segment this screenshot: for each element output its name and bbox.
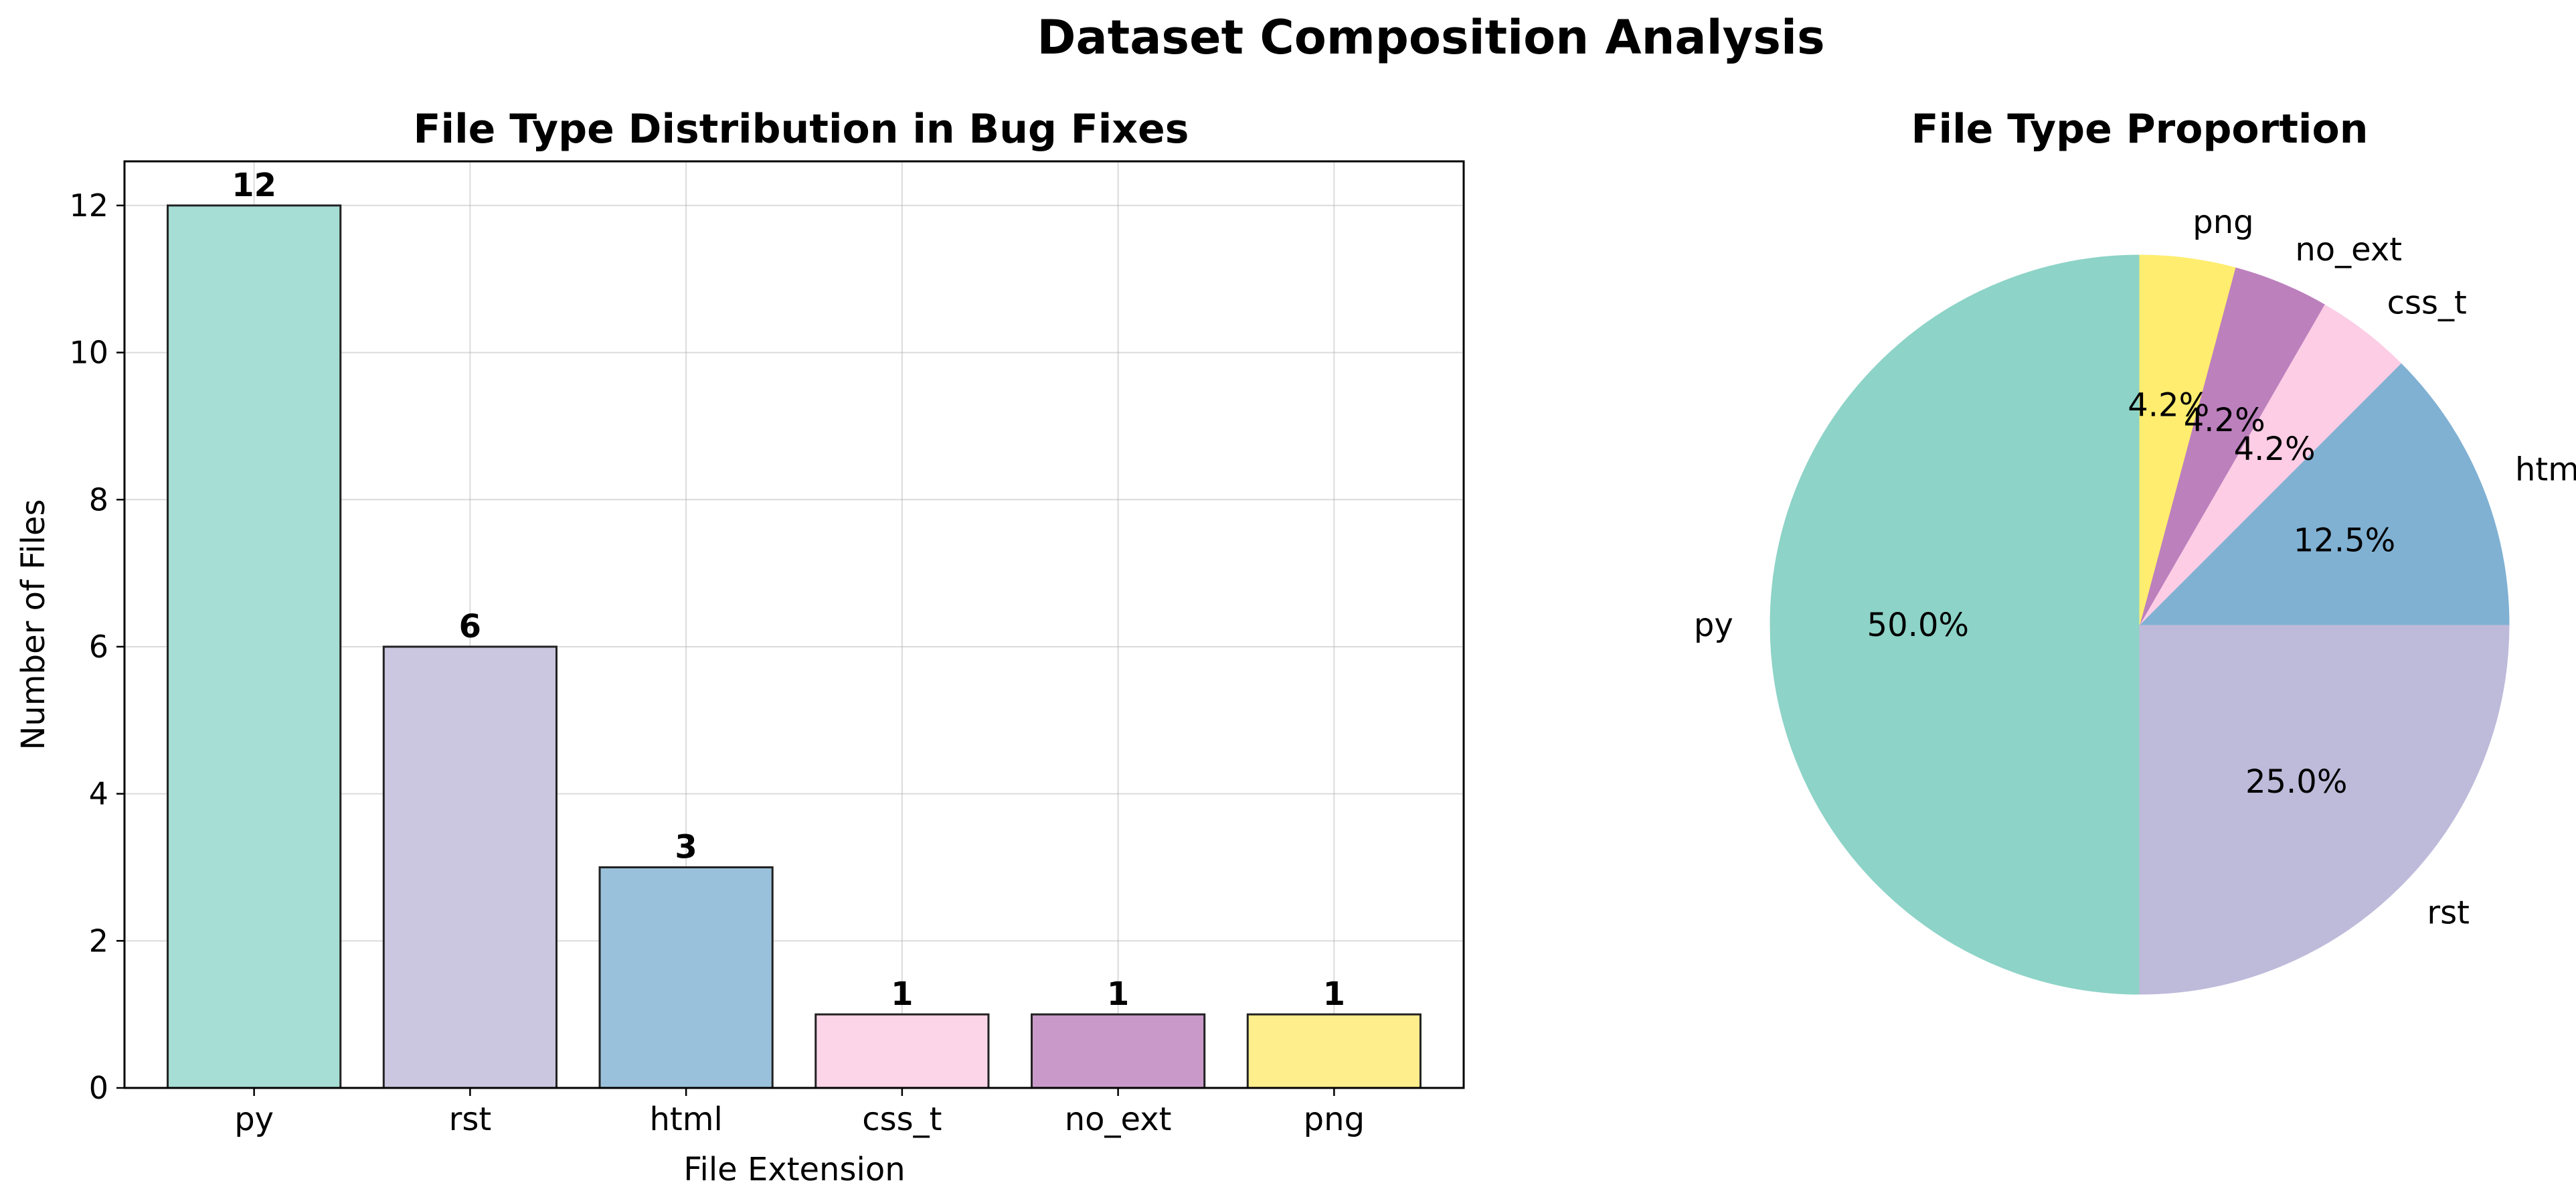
pie-chart-panel: File Type Proportion 50.0% 25.0% 12.5% 4.2%… (1694, 106, 2576, 995)
x-tick-label-rst: rst (449, 1101, 492, 1138)
bar-html (598, 866, 774, 1089)
pie-percent-label-no_ext: 4.2% (2184, 402, 2265, 439)
pie-slice-rst (2139, 624, 2510, 995)
y-tick-label: 12 (69, 187, 108, 224)
pie-chart-category-labels: py rst html css_t no_ext png (1694, 204, 2576, 931)
y-tick-label: 4 (89, 776, 108, 812)
pie-category-label-rst: rst (2427, 894, 2470, 931)
pie-percent-label-rst: 25.0% (2245, 763, 2347, 801)
y-tick-label: 10 (69, 335, 108, 371)
bar-css_t (814, 1013, 990, 1089)
bar-no_ext (1031, 1013, 1206, 1089)
bar-value-label-py: 12 (232, 167, 276, 204)
bar-py (167, 204, 342, 1089)
pie-category-label-css_t: css_t (2387, 284, 2467, 321)
x-tick-label-html: html (649, 1101, 722, 1138)
bar-chart-panel: File Type Distribution in Bug Fixes 1263… (15, 106, 1465, 1185)
pie-percent-label-py: 50.0% (1867, 607, 1969, 644)
bar-value-label-css_t: 1 (891, 975, 913, 1013)
y-tick-label: 8 (89, 481, 108, 518)
pie-percent-label-html: 12.5% (2294, 522, 2395, 559)
bar-chart-data-labels: 12 6 3 1 1 1 (232, 167, 1345, 1013)
pie-slice-html (2138, 362, 2510, 625)
bar-chart-y-axis-label: Number of Files (15, 499, 52, 750)
bar-chart-x-axis-ticks: py rst html css_t no_ext png (234, 1088, 1365, 1138)
y-tick-label: 2 (89, 923, 108, 959)
y-tick-label: 0 (89, 1070, 108, 1106)
pie-chart-title: File Type Proportion (1911, 106, 2369, 153)
bar-value-label-no_ext: 1 (1107, 975, 1129, 1013)
x-tick-label-css_t: css_t (862, 1101, 942, 1138)
x-tick-label-py: py (234, 1101, 274, 1138)
bar-rst (382, 645, 557, 1089)
figure-title: Dataset Composition Analysis (1037, 10, 1824, 65)
pie-category-label-png: png (2193, 204, 2253, 241)
pie-percent-label-css_t: 4.2% (2234, 430, 2316, 468)
y-tick-label: 6 (89, 629, 108, 665)
pie-slice-png (2139, 254, 2236, 625)
pie-category-label-no_ext: no_ext (2295, 231, 2402, 268)
bar-chart-axes-frame (123, 160, 1465, 1089)
x-tick-label-png: png (1304, 1101, 1365, 1138)
bar-value-label-html: 3 (675, 828, 697, 866)
bar-chart-x-axis-label: File Extension (683, 1151, 905, 1185)
x-tick-label-no_ext: no_ext (1065, 1101, 1172, 1138)
pie-percent-label-png: 4.2% (2128, 387, 2209, 424)
bar-png (1246, 1013, 1422, 1089)
pie-slice-py (1770, 254, 2140, 995)
bar-chart-bars (167, 204, 1422, 1089)
bar-chart-title: File Type Distribution in Bug Fixes (414, 106, 1189, 153)
bar-value-label-rst: 6 (459, 608, 481, 645)
bar-value-label-png: 1 (1323, 975, 1345, 1013)
pie-category-label-py: py (1694, 607, 1733, 644)
bar-chart-y-axis-ticks: 0 2 4 6 8 10 12 (69, 187, 124, 1106)
pie-chart-percent-labels: 50.0%25.0%12.5%4.2%4.2%4.2% (1867, 387, 2396, 801)
pie-category-label-html: html (2515, 451, 2576, 489)
pie-chart-slices (1770, 254, 2510, 995)
